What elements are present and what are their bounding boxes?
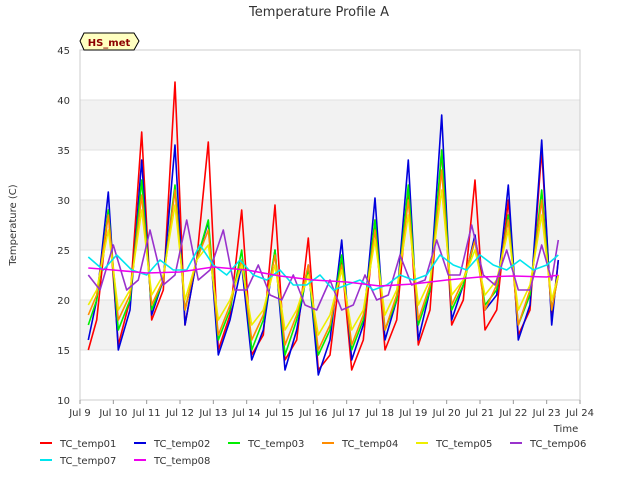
- y-tick-label: 35: [57, 146, 70, 157]
- plot-bands: [80, 50, 580, 400]
- x-tick-label: Jul 21: [465, 408, 494, 419]
- x-tick-label: Jul 18: [365, 408, 394, 419]
- y-tick-label: 30: [57, 196, 70, 207]
- x-tick-label: Jul 19: [398, 408, 427, 419]
- site-badge-label: HS_met: [88, 38, 131, 49]
- x-tick-label: Jul 15: [265, 408, 294, 419]
- legend-label: TC_temp01: [59, 439, 116, 450]
- x-tick-label: Jul 23: [532, 408, 561, 419]
- legend-label: TC_temp05: [435, 439, 492, 450]
- series-line-TC_temp08: [88, 266, 559, 287]
- y-tick-label: 25: [57, 246, 70, 257]
- legend: TC_temp01 TC_temp02 TC_temp03 TC_temp04 TC_t…: [40, 439, 586, 467]
- site-badge-shape: [79, 32, 140, 51]
- y-tick-label: 40: [57, 96, 70, 107]
- legend-label: TC_temp07: [59, 456, 116, 467]
- plot-band: [80, 200, 580, 250]
- x-tick-label: Jul 16: [298, 408, 327, 419]
- x-tick-label: Jul 12: [165, 408, 194, 419]
- x-tick-label: Jul 17: [332, 408, 361, 419]
- x-tick-label: Jul 9: [68, 408, 91, 419]
- series-line-TC_temp07: [87, 244, 559, 291]
- x-tick-label: Jul 14: [232, 408, 261, 419]
- legend-label: TC_temp08: [153, 456, 210, 467]
- y-tick-label: 10: [57, 396, 70, 407]
- x-tick-label: Jul 11: [132, 408, 161, 419]
- y-tick-label: 15: [57, 346, 70, 357]
- series-line-TC_temp06: [87, 219, 560, 311]
- x-ticks: Jul 9 Jul 10 Jul 11 Jul 12 Jul 13 Jul 14 Jul 1…: [68, 400, 594, 419]
- chart-title: Temperature Profile A: [248, 5, 389, 20]
- x-tick-label: Jul 22: [498, 408, 527, 419]
- legend-label: TC_temp06: [529, 439, 586, 450]
- x-tick-label: Jul 20: [432, 408, 461, 419]
- x-tick-label: Jul 10: [98, 408, 127, 419]
- plot-border: [79, 49, 581, 401]
- plot-band: [80, 50, 580, 100]
- series-lines: [87, 81, 560, 376]
- x-tick-label: Jul 24: [565, 408, 594, 419]
- legend-label: TC_temp03: [247, 439, 304, 450]
- plot-band: [80, 150, 580, 200]
- plot-band: [80, 350, 580, 400]
- y-axis-label: Temperature (C): [8, 184, 19, 266]
- y-ticks: 10 15 20 25 30 35 40 45: [57, 46, 70, 407]
- site-badge: HS_met: [79, 32, 140, 51]
- legend-label: TC_temp02: [153, 439, 210, 450]
- y-tick-label: 20: [57, 296, 70, 307]
- x-axis-label: Time: [553, 424, 578, 435]
- legend-label: TC_temp04: [341, 439, 398, 450]
- plot-band: [80, 100, 580, 150]
- y-tick-label: 45: [57, 46, 70, 57]
- x-tick-label: Jul 13: [198, 408, 227, 419]
